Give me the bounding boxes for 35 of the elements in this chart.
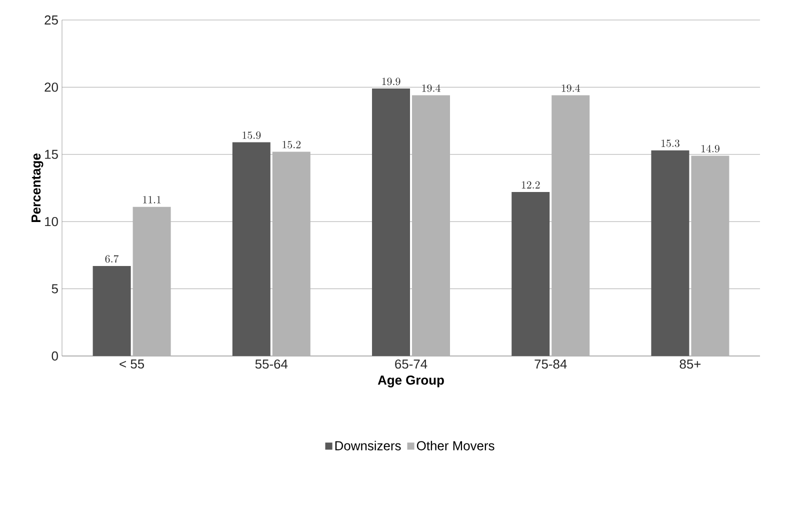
data-label: 6.7 bbox=[105, 255, 119, 263]
data-label: 12.2 bbox=[522, 181, 540, 189]
data-label: 19.4 bbox=[562, 84, 580, 92]
data-label: 15.3 bbox=[661, 140, 680, 148]
legend-label: Downsizers bbox=[335, 440, 401, 450]
y-axis-title: Percentage bbox=[32, 154, 44, 222]
data-label: 19.9 bbox=[382, 78, 400, 86]
x-axis-title: Age Group bbox=[378, 376, 444, 388]
y-tick-label: 25 bbox=[44, 15, 58, 25]
bar bbox=[92, 266, 131, 356]
x-tick-label: 75-84 bbox=[534, 360, 567, 369]
bar bbox=[132, 206, 171, 356]
x-tick-label: 55-64 bbox=[255, 360, 288, 369]
y-tick-label: 20 bbox=[44, 82, 58, 92]
y-tick-label: 5 bbox=[52, 284, 58, 294]
bar bbox=[651, 150, 690, 356]
data-label: 19.4 bbox=[422, 84, 440, 92]
x-tick-label: < 55 bbox=[120, 360, 144, 369]
bar bbox=[552, 95, 590, 356]
legend-label: Other Movers bbox=[416, 440, 494, 450]
bar bbox=[372, 88, 410, 356]
x-tick-label: 85+ bbox=[680, 360, 701, 369]
data-label: 11 . 1 bbox=[143, 196, 161, 204]
bar bbox=[232, 142, 270, 356]
x-tick-label: 65-74 bbox=[395, 360, 428, 369]
data-label: 15.9 bbox=[242, 132, 261, 140]
data-label: 15.2 bbox=[282, 140, 301, 148]
y-tick-label: 0 bbox=[52, 351, 58, 361]
data-label: 14.9 bbox=[701, 144, 720, 152]
y-tick-label: 10 bbox=[45, 217, 58, 226]
bar bbox=[512, 192, 550, 356]
bar bbox=[272, 152, 310, 356]
y-tick-label: 15 bbox=[45, 150, 58, 159]
bar bbox=[691, 156, 730, 356]
bar bbox=[412, 95, 450, 356]
